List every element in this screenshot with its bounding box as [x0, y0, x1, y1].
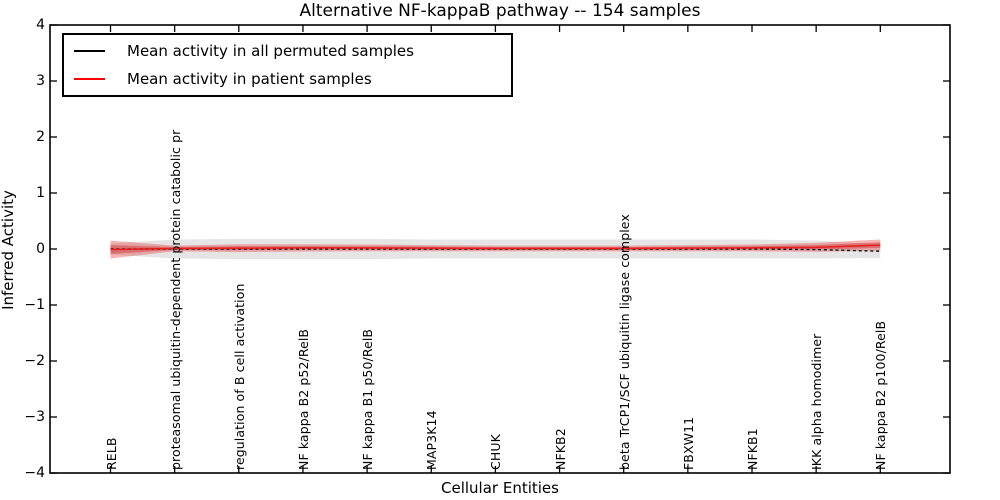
- entity-label: NF kappa B1 p50/RelB: [360, 328, 376, 470]
- chart-title: Alternative NF-kappaB pathway -- 154 sam…: [299, 1, 701, 21]
- legend: Mean activity in all permuted samples Me…: [62, 33, 513, 97]
- y-tick-label: 3: [36, 73, 45, 89]
- legend-item-permuted: Mean activity in all permuted samples: [64, 37, 511, 65]
- y-tick-label: −2: [24, 353, 45, 369]
- entity-label: NF kappa B2 p52/RelB: [295, 328, 311, 470]
- legend-label-permuted: Mean activity in all permuted samples: [127, 42, 414, 60]
- entity-label: NF kappa B2 p100/RelB: [873, 320, 889, 470]
- x-axis-label: Cellular Entities: [441, 479, 559, 497]
- y-tick-label: 2: [36, 129, 45, 145]
- entity-label: regulation of B cell activation: [231, 283, 247, 470]
- legend-line-permuted-icon: [74, 50, 105, 52]
- entity-label: CHUK: [488, 434, 504, 470]
- y-tick-label: 1: [36, 185, 45, 201]
- y-tick-label: 0: [36, 241, 45, 257]
- entity-label: NFKB2: [552, 428, 568, 470]
- patient-mean-line: [110, 244, 881, 251]
- y-tick-label: −1: [24, 297, 45, 313]
- entity-label: IKK alpha homodimer: [809, 333, 825, 470]
- legend-line-patient-icon: [74, 78, 105, 80]
- entity-label: RELB: [103, 437, 119, 470]
- legend-label-patient: Mean activity in patient samples: [127, 70, 372, 88]
- legend-item-patient: Mean activity in patient samples: [64, 65, 511, 93]
- y-tick-label: −3: [24, 409, 45, 425]
- entity-label: beta TrCP1/SCF ubiquitin ligase complex: [616, 214, 632, 470]
- y-tick-label: −4: [24, 465, 45, 481]
- entity-label: proteasomal ubiquitin-dependent protein …: [167, 129, 183, 470]
- entity-label: MAP3K14: [424, 410, 440, 470]
- entity-label: NFKB1: [745, 428, 760, 470]
- y-tick-label: 4: [36, 17, 45, 33]
- entity-label: FBXW11: [680, 416, 696, 470]
